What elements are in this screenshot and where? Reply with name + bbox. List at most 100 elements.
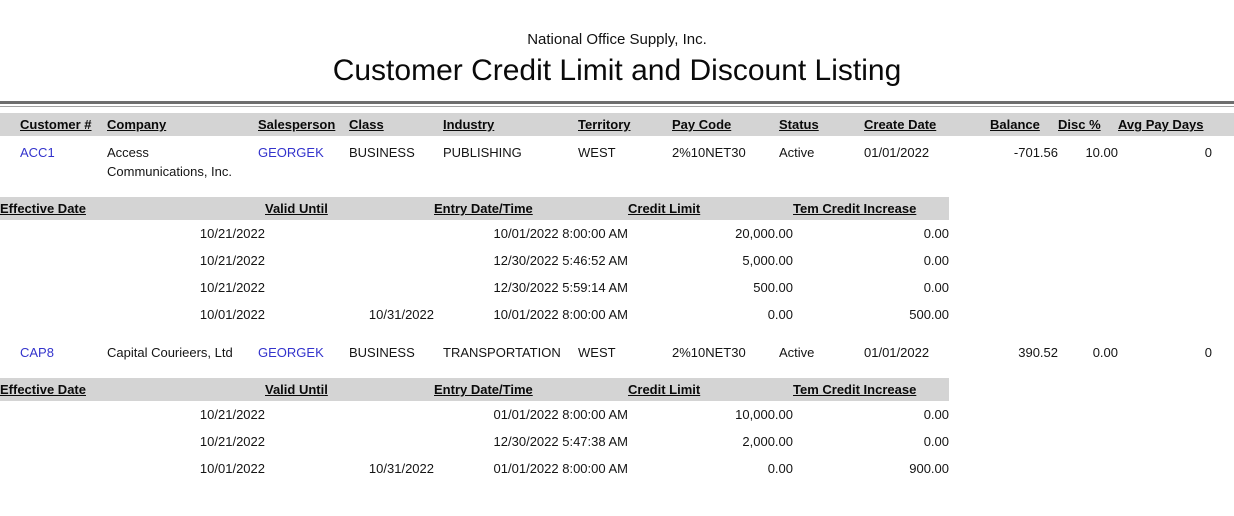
cell-effective-date: 10/21/2022 [199,407,265,422]
cell-credit-limit: 10,000.00 [735,407,793,422]
col-header-balance: Balance [990,113,1058,136]
customer-class: BUSINESS [349,345,415,360]
cell-credit-limit: 2,000.00 [742,434,793,449]
credit-history-header-row: Effective Date Valid Until Entry Date/Ti… [0,197,949,220]
col-header-valid-until: Valid Until [265,378,434,401]
customer-disc-pct: 10.00 [1085,145,1118,160]
credit-history-row: 10/01/2022 10/31/2022 10/01/2022 8:00:00… [0,301,949,328]
top-rule-thin [0,106,1234,107]
cell-effective-date: 10/01/2022 [199,461,265,476]
customer-balance: 390.52 [1018,345,1058,360]
cell-tem-credit-increase: 0.00 [923,226,949,241]
cell-entry-datetime: 12/30/2022 5:59:14 AM [493,280,628,295]
cell-credit-limit: 0.00 [767,307,793,322]
customer-pay-code: 2%10NET30 [672,345,746,360]
col-header-disc-pct: Disc % [1058,113,1118,136]
col-header-credit-limit: Credit Limit [628,378,793,401]
customer-status: Active [779,145,815,160]
cell-effective-date: 10/01/2022 [199,307,265,322]
cell-tem-credit-increase: 500.00 [909,307,949,322]
col-header-class: Class [349,113,443,136]
col-header-credit-limit: Credit Limit [628,197,793,220]
customer-class: BUSINESS [349,145,415,160]
cell-entry-datetime: 01/01/2022 8:00:00 AM [493,461,628,476]
cell-effective-date: 10/21/2022 [199,434,265,449]
customer-status: Active [779,345,815,360]
customer-avg-pay-days: 0 [1204,345,1212,360]
customer-territory: WEST [578,145,616,160]
col-header-valid-until: Valid Until [265,197,434,220]
cell-tem-credit-increase: 0.00 [923,434,949,449]
report-header: National Office Supply, Inc. Customer Cr… [0,0,1234,90]
col-header-tem-credit-increase: Tem Credit Increase [793,197,949,220]
col-header-company: Company [107,113,258,136]
customer-pay-code: 2%10NET30 [672,145,746,160]
credit-history-row: 10/21/2022 01/01/2022 8:00:00 AM 10,000.… [0,401,949,428]
col-header-status: Status [779,113,864,136]
credit-history-row: 10/21/2022 12/30/2022 5:59:14 AM 500.00 … [0,274,949,301]
cell-entry-datetime: 12/30/2022 5:46:52 AM [493,253,628,268]
salesperson-link[interactable]: GEORGEK [258,145,324,160]
customer-row: ACC1 Access Communications, Inc. GEORGEK… [0,136,1234,181]
customer-table-header-row: Customer # Company Salesperson Class Ind… [0,113,1234,136]
col-header-effective-date: Effective Date [0,378,265,401]
customer-number-link[interactable]: ACC1 [20,145,55,160]
top-rule-thick [0,101,1234,104]
cell-tem-credit-increase: 0.00 [923,253,949,268]
credit-history-table: Effective Date Valid Until Entry Date/Ti… [0,378,949,482]
customer-industry: PUBLISHING [443,145,522,160]
col-header-create-date: Create Date [864,113,990,136]
col-header-entry-datetime: Entry Date/Time [434,197,628,220]
customer-company: Access Communications, Inc. [107,145,232,179]
col-header-entry-datetime: Entry Date/Time [434,378,628,401]
cell-entry-datetime: 01/01/2022 8:00:00 AM [493,407,628,422]
credit-history-row: 10/21/2022 12/30/2022 5:47:38 AM 2,000.0… [0,428,949,455]
cell-valid-until [265,247,434,274]
salesperson-link[interactable]: GEORGEK [258,345,324,360]
customer-disc-pct: 0.00 [1092,345,1118,360]
cell-valid-until [265,401,434,428]
cell-credit-limit: 500.00 [753,280,793,295]
credit-history-section: Effective Date Valid Until Entry Date/Ti… [0,181,1234,336]
cell-entry-datetime: 10/01/2022 8:00:00 AM [493,226,628,241]
col-header-industry: Industry [443,113,578,136]
cell-valid-until: 10/31/2022 [368,461,434,476]
customer-create-date: 01/01/2022 [864,345,930,360]
cell-credit-limit: 0.00 [767,461,793,476]
credit-history-section: Effective Date Valid Until Entry Date/Ti… [0,362,1234,490]
customer-create-date: 01/01/2022 [864,145,930,160]
credit-history-header-row: Effective Date Valid Until Entry Date/Ti… [0,378,949,401]
credit-history-table: Effective Date Valid Until Entry Date/Ti… [0,197,949,328]
cell-valid-until: 10/31/2022 [368,307,434,322]
customer-number-link[interactable]: CAP8 [20,345,54,360]
col-header-territory: Territory [578,113,672,136]
cell-effective-date: 10/21/2022 [199,280,265,295]
col-header-pay-code: Pay Code [672,113,779,136]
report-company-name: National Office Supply, Inc. [527,31,707,48]
cell-entry-datetime: 10/01/2022 8:00:00 AM [493,307,628,322]
cell-tem-credit-increase: 0.00 [923,280,949,295]
col-header-customer-no: Customer # [0,113,107,136]
customer-avg-pay-days: 0 [1204,145,1212,160]
cell-effective-date: 10/21/2022 [199,253,265,268]
cell-credit-limit: 20,000.00 [735,226,793,241]
cell-tem-credit-increase: 0.00 [923,407,949,422]
col-header-effective-date: Effective Date [0,197,265,220]
credit-history-row: 10/01/2022 10/31/2022 01/01/2022 8:00:00… [0,455,949,482]
customer-row: CAP8 Capital Courieers, Ltd GEORGEK BUSI… [0,336,1234,362]
cell-tem-credit-increase: 900.00 [909,461,949,476]
col-header-tem-credit-increase: Tem Credit Increase [793,378,949,401]
col-header-avg-pay-days: Avg Pay Days [1118,113,1234,136]
customer-territory: WEST [578,345,616,360]
cell-effective-date: 10/21/2022 [199,226,265,241]
cell-credit-limit: 5,000.00 [742,253,793,268]
cell-valid-until [265,220,434,247]
customer-balance: -701.56 [1013,145,1058,160]
customer-industry: TRANSPORTATION [443,345,561,360]
customer-table: Customer # Company Salesperson Class Ind… [0,113,1234,490]
col-header-salesperson: Salesperson [258,113,349,136]
cell-valid-until [265,428,434,455]
customer-company: Capital Courieers, Ltd [107,345,233,360]
cell-valid-until [265,274,434,301]
